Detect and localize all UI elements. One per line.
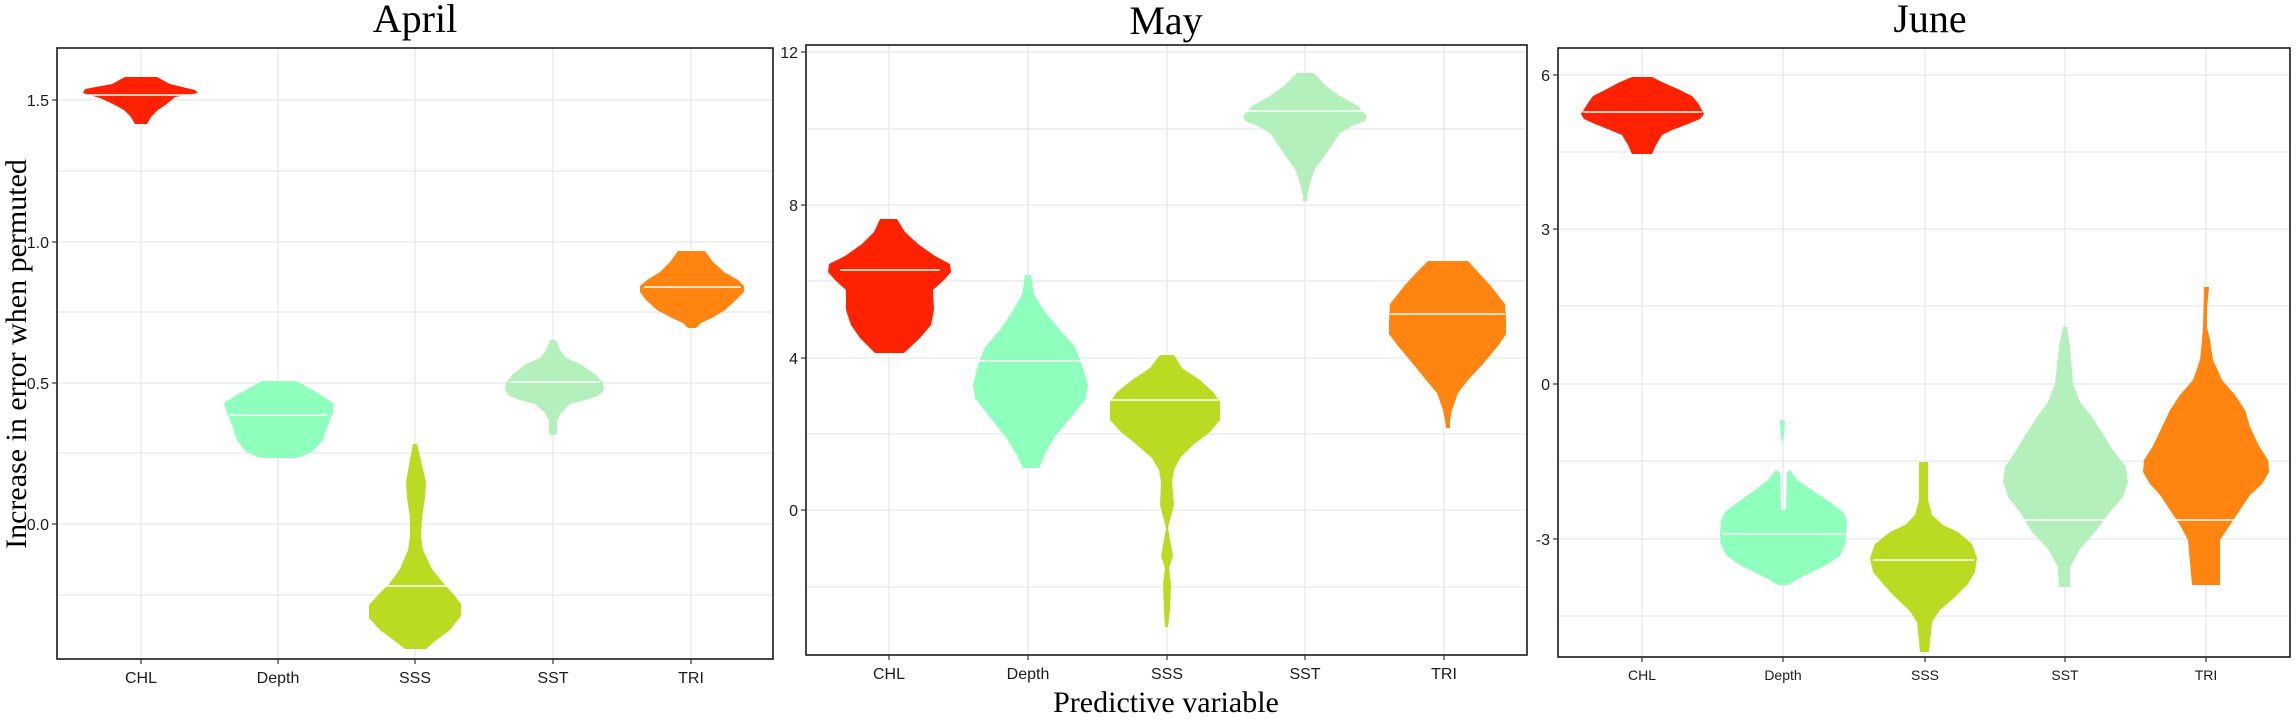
violin-shape — [640, 251, 744, 328]
violin-may-chl — [828, 219, 951, 353]
violin-shape — [1110, 355, 1220, 532]
violin-shape — [1581, 77, 1704, 154]
violin-shape — [2003, 327, 2128, 587]
y-axis-title: Increase in error when permuted — [0, 159, 33, 549]
y-tick-label: 1.0 — [27, 235, 49, 252]
x-tick-label: SSS — [1911, 667, 1939, 683]
violin-tail — [1303, 190, 1307, 201]
x-tick-label: CHL — [125, 670, 157, 687]
y-tick-label: 0 — [789, 503, 798, 520]
x-tick-label: SSS — [1151, 666, 1183, 683]
violin-shape — [83, 77, 198, 124]
y-ticks-april: 1.5 1.0 0.5 0.0 — [27, 93, 57, 534]
y-tick-label: 6 — [1541, 68, 1550, 85]
x-tick-label: CHL — [1628, 667, 1656, 683]
panel-april: April — [27, 0, 774, 687]
x-tick-label: TRI — [678, 670, 704, 687]
y-tick-label: 3 — [1541, 222, 1550, 239]
violin-april-sss — [369, 444, 461, 649]
violin-june-tri — [2143, 287, 2269, 585]
y-tick-label: 4 — [789, 351, 798, 368]
x-tick-label: TRI — [1431, 666, 1457, 683]
y-tick-label: 12 — [780, 45, 798, 62]
panel-title-april: April — [373, 0, 457, 41]
violin-may-sss — [1110, 355, 1220, 627]
violin-april-depth — [224, 381, 333, 458]
violin-june-sst — [2003, 327, 2128, 587]
x-tick-label: TRI — [2195, 667, 2218, 683]
violin-shape — [1389, 261, 1506, 428]
violin-tail — [2203, 356, 2209, 380]
y-tick-label: 0 — [1541, 377, 1550, 394]
y-tick-label: 0.5 — [27, 376, 49, 393]
x-ticks-june: CHL Depth SSS SST TRI — [1628, 657, 2217, 683]
x-tick-label: SST — [537, 670, 568, 687]
violin-shape — [828, 219, 951, 353]
x-tick-label: SSS — [399, 670, 431, 687]
x-axis-title: Predictive variable — [1053, 686, 1279, 719]
x-tick-label: SST — [1289, 666, 1320, 683]
violin-tail — [1161, 523, 1173, 627]
y-tick-label: 8 — [789, 198, 798, 215]
violin-april-tri — [640, 251, 744, 328]
violin-shape — [2143, 287, 2269, 585]
violin-shape — [224, 381, 333, 458]
x-tick-label: Depth — [1764, 667, 1801, 683]
y-ticks-june: 6 3 0 -3 — [1536, 68, 1558, 549]
violin-shape — [973, 275, 1088, 468]
violin-shape — [1720, 470, 1847, 585]
violin-tail — [1780, 420, 1785, 445]
y-tick-label: 0.0 — [27, 517, 49, 534]
x-tick-label: Depth — [257, 670, 300, 687]
x-tick-label: SST — [2051, 667, 2079, 683]
x-tick-label: CHL — [873, 666, 905, 683]
violin-april-chl — [83, 77, 198, 124]
y-ticks-may: 12 8 4 0 — [780, 45, 806, 520]
violin-shape — [1243, 73, 1367, 200]
panel-may: May — [780, 0, 1528, 683]
x-ticks-may: CHL Depth SSS SST TRI — [873, 655, 1457, 683]
x-tick-label: Depth — [1007, 666, 1050, 683]
violin-june-chl — [1581, 77, 1704, 154]
panel-june: June — [1536, 0, 2291, 683]
violin-may-tri — [1389, 261, 1506, 428]
violin-may-sst — [1243, 73, 1367, 201]
violin-april-sst — [505, 340, 604, 435]
violin-june-sss — [1870, 462, 1977, 652]
y-tick-label: 1.5 — [27, 93, 49, 110]
panel-title-may: May — [1129, 0, 1202, 43]
y-tick-label: -3 — [1536, 532, 1550, 549]
violin-shape — [505, 340, 604, 435]
x-ticks-april: CHL Depth SSS SST TRI — [125, 659, 704, 687]
violin-may-depth — [973, 275, 1088, 468]
violin-shape — [1870, 462, 1977, 652]
violin-tail — [2063, 330, 2066, 355]
violin-shape — [369, 444, 461, 649]
panel-title-june: June — [1893, 0, 1966, 41]
violin-june-depth — [1720, 420, 1847, 585]
plot-frame-june — [1557, 47, 2291, 658]
